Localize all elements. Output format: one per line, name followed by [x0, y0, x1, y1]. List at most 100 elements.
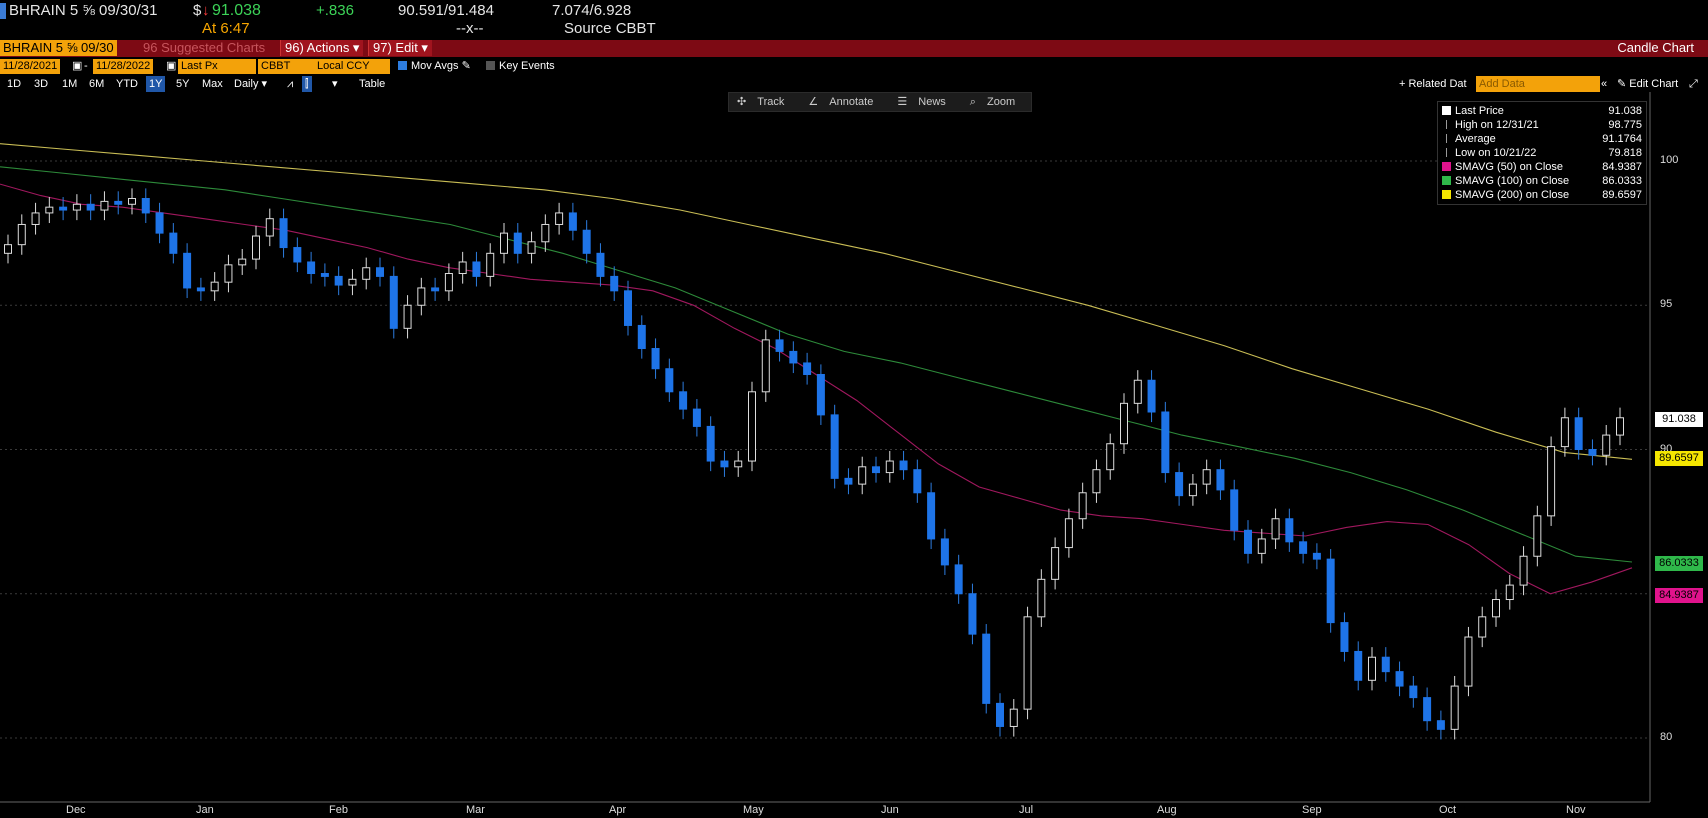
candle-body	[706, 425, 715, 462]
candle-body	[1037, 578, 1046, 618]
legend-value: 86.0333	[1602, 175, 1642, 187]
annotate-tool[interactable]: ∠ Annotate	[800, 93, 889, 111]
range-1m[interactable]: 1M	[62, 78, 78, 90]
price-tag: 84.9387	[1655, 587, 1703, 603]
candle-body	[1560, 417, 1569, 448]
legend-label: High on 12/31/21	[1455, 119, 1539, 131]
range-ytd[interactable]: YTD	[116, 78, 138, 90]
edit-chart-button[interactable]: ✎ Edit Chart	[1617, 78, 1679, 90]
end-date-field[interactable]: 11/28/2022	[93, 59, 154, 74]
candle-body	[913, 469, 922, 494]
candle-body	[155, 212, 164, 234]
candle-chart-icon[interactable]: ⫿	[302, 76, 312, 92]
candle-body	[1188, 483, 1197, 497]
candle-body	[1492, 599, 1500, 618]
pencil-icon[interactable]: ✎	[461, 60, 471, 72]
suggested-charts-button[interactable]: 96 Suggested Charts	[143, 40, 266, 55]
ticker-flag	[0, 3, 6, 19]
candle-chart[interactable]	[0, 92, 1708, 818]
start-date-field[interactable]: 11/28/2021	[0, 59, 61, 74]
field-selector[interactable]: Last Px	[178, 59, 256, 74]
candle-body	[1436, 720, 1445, 730]
x-tick-label: Jun	[881, 804, 899, 816]
candle-body	[1340, 622, 1349, 652]
candle-body	[389, 275, 398, 329]
x-tick-label: Apr	[609, 804, 627, 816]
legend-value: 91.038	[1608, 105, 1642, 117]
candle-body	[72, 203, 81, 211]
candle-body	[1505, 584, 1514, 601]
candle-body	[444, 273, 453, 292]
news-tool[interactable]: ☰ News	[889, 93, 961, 111]
candle-body	[1051, 547, 1060, 580]
add-data-input[interactable]: Add Data	[1476, 76, 1600, 92]
resize-icon[interactable]: ⤢	[1689, 78, 1698, 90]
ticker-tab[interactable]: BHRAIN 5 ⅝ 09/30	[0, 40, 117, 56]
candle-body	[1326, 558, 1335, 624]
key-events-toggle[interactable]: Key Events	[486, 59, 555, 74]
security-name[interactable]: BHRAIN 5 ⅝ 09/30/31	[9, 2, 158, 19]
y-tick-label: 80	[1660, 731, 1673, 743]
legend-swatch-icon	[1442, 190, 1451, 199]
zoom-label: Zoom	[987, 96, 1016, 108]
candle-body	[899, 460, 908, 471]
candle-body	[996, 702, 1004, 727]
legend-swatch-icon	[1442, 176, 1451, 185]
legend-label: Low on 10/21/22	[1455, 147, 1537, 159]
actions-menu[interactable]: 96) Actions ▾	[280, 40, 364, 56]
candle-body	[141, 198, 150, 214]
candle-body	[417, 287, 426, 306]
legend-label: SMAVG (50) on Close	[1455, 161, 1564, 173]
candle-body	[789, 350, 798, 364]
calendar-icon[interactable]: ▣	[72, 60, 83, 72]
legend-swatch-icon	[1446, 120, 1455, 129]
quote-header: BHRAIN 5 ⅝ 09/30/31 $ ↓ 91.038 +.836 90.…	[0, 0, 1708, 40]
chart-toolbar: ✣ Track ∠ Annotate ☰ News ⌕ Zoom	[728, 92, 1033, 112]
range-5y[interactable]: 5Y	[176, 78, 190, 90]
legend-row[interactable]: Last Price 91.038	[1442, 104, 1642, 118]
candle-body	[858, 466, 867, 485]
line-chart-icon[interactable]: ⩘	[287, 78, 294, 90]
range-6m[interactable]: 6M	[89, 78, 105, 90]
candle-body	[885, 460, 894, 474]
x-tick-label: Jan	[196, 804, 214, 816]
candle-body	[100, 200, 109, 211]
currency-selector[interactable]: Local CCY	[314, 59, 390, 74]
candle-body	[651, 348, 660, 370]
zoom-tool[interactable]: ⌕ Zoom	[962, 93, 1031, 111]
candle-body	[376, 267, 384, 277]
calendar-icon[interactable]: ▣	[166, 60, 177, 72]
source-selector[interactable]: CBBT	[258, 59, 314, 74]
candle-body	[1147, 379, 1156, 413]
candle-body	[1230, 489, 1239, 531]
candle-body	[1120, 402, 1128, 445]
frequency-selector[interactable]: Daily ▾	[234, 78, 268, 90]
double-chevron-icon[interactable]: «	[1601, 78, 1608, 90]
candle-body	[1616, 417, 1624, 436]
table-button[interactable]: Table	[359, 78, 386, 90]
legend-row[interactable]: SMAVG (200) on Close 89.6597	[1442, 188, 1642, 202]
mov-avgs-toggle[interactable]: Mov Avgs ✎	[398, 59, 471, 74]
legend-row[interactable]: SMAVG (50) on Close 84.9387	[1442, 160, 1642, 174]
range-3d[interactable]: 3D	[34, 78, 49, 90]
legend-row[interactable]: Low on 10/21/22 79.818	[1442, 146, 1642, 160]
legend-row[interactable]: High on 12/31/21 98.775	[1442, 118, 1642, 132]
candle-body	[513, 232, 522, 254]
candle-body	[1244, 529, 1252, 554]
candle-body	[1175, 472, 1184, 497]
related-data-button[interactable]: + Related Dat	[1399, 78, 1467, 90]
track-tool[interactable]: ✣ Track	[729, 93, 800, 111]
candle-body	[45, 206, 54, 214]
candle-body	[252, 235, 260, 260]
legend-row[interactable]: Average 91.1764	[1442, 132, 1642, 146]
edit-menu[interactable]: 97) Edit ▾	[368, 40, 432, 56]
range-1d[interactable]: 1D	[7, 78, 22, 90]
range-1y[interactable]: 1Y	[146, 76, 166, 92]
more-chart-types-icon[interactable]: ▾	[332, 78, 338, 90]
candle-body	[610, 275, 619, 292]
legend-row[interactable]: SMAVG (100) on Close 86.0333	[1442, 174, 1642, 188]
legend-value: 98.775	[1608, 119, 1642, 131]
candle-body	[114, 200, 123, 205]
range-max[interactable]: Max	[202, 78, 223, 90]
y-tick-label: 95	[1660, 298, 1673, 311]
